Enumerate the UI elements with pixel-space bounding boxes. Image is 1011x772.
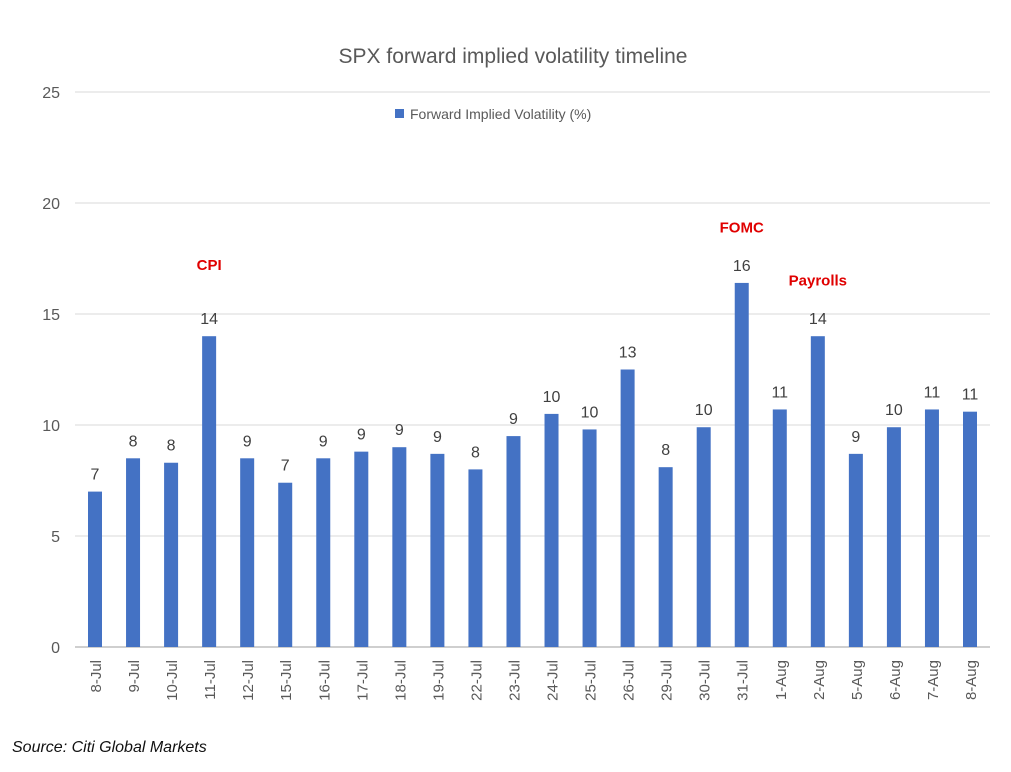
data-label: 10 (695, 402, 713, 419)
bar (202, 336, 217, 647)
x-tick-label: 17-Jul (354, 660, 371, 701)
x-tick-label: 22-Jul (468, 660, 485, 701)
x-tick-label: 25-Jul (583, 660, 600, 701)
data-label: 9 (243, 433, 252, 450)
y-tick-label: 5 (51, 529, 60, 546)
x-tick-label: 12-Jul (240, 660, 257, 701)
bar (963, 411, 977, 647)
data-label: 9 (509, 411, 518, 428)
x-tick-label: 31-Jul (735, 660, 752, 701)
data-label: 16 (733, 258, 751, 275)
annotation-label: Payrolls (789, 273, 847, 290)
data-label: 7 (281, 458, 290, 475)
data-label: 8 (129, 433, 138, 450)
y-tick-label: 20 (42, 196, 60, 213)
y-tick-label: 25 (42, 85, 60, 102)
x-tick-label: 18-Jul (392, 660, 409, 701)
bar (164, 462, 179, 647)
data-label: 9 (851, 429, 860, 446)
data-label: 10 (581, 404, 599, 421)
x-tick-label: 1-Aug (773, 660, 790, 700)
legend-label: Forward Implied Volatility (%) (410, 106, 591, 122)
source-note: Source: Citi Global Markets (12, 739, 207, 756)
data-label: 10 (885, 402, 903, 419)
bar (392, 447, 407, 647)
bar (848, 453, 863, 647)
bar (430, 453, 445, 647)
data-label: 8 (471, 444, 480, 461)
x-tick-label: 30-Jul (697, 660, 714, 701)
x-tick-label: 23-Jul (506, 660, 523, 701)
bar (544, 413, 559, 647)
bar (734, 282, 749, 647)
bar (582, 429, 597, 647)
legend-swatch (395, 109, 404, 118)
bar (810, 336, 825, 647)
data-label: 11 (924, 384, 941, 401)
bar (278, 482, 293, 647)
x-tick-label: 24-Jul (545, 660, 562, 701)
y-tick-label: 15 (42, 307, 60, 324)
x-tick-label: 2-Aug (811, 660, 828, 700)
data-label: 9 (357, 427, 366, 444)
bar (126, 458, 141, 647)
bar (772, 409, 787, 647)
x-tick-label: 5-Aug (849, 660, 866, 700)
bar (354, 451, 369, 647)
data-label: 9 (433, 429, 442, 446)
data-label: 8 (167, 438, 176, 455)
x-tick-label: 11-Jul (202, 660, 219, 700)
bar (696, 427, 711, 647)
x-tick-label: 8-Jul (88, 660, 105, 693)
bar (240, 458, 255, 647)
bar (88, 491, 102, 647)
x-tick-label: 16-Jul (316, 660, 333, 701)
bar (620, 369, 635, 647)
x-tick-label: 9-Jul (126, 660, 143, 693)
legend: Forward Implied Volatility (%) (395, 106, 591, 122)
data-label: 9 (395, 422, 404, 439)
data-label: 14 (200, 311, 218, 328)
bar (506, 436, 521, 647)
data-label: 8 (661, 442, 670, 459)
bar (468, 469, 483, 647)
x-tick-label: 8-Aug (963, 660, 980, 700)
chart-title: SPX forward implied volatility timeline (339, 45, 688, 68)
bar (316, 458, 331, 647)
data-label: 10 (543, 389, 561, 406)
x-tick-label: 26-Jul (621, 660, 638, 701)
data-label: 14 (809, 311, 827, 328)
x-tick-label: 7-Aug (925, 660, 942, 700)
bar (924, 409, 939, 647)
y-tick-label: 0 (51, 640, 60, 657)
data-label: 11 (962, 387, 979, 404)
bar (886, 427, 901, 647)
annotation-label: FOMC (720, 219, 764, 236)
data-label: 11 (771, 384, 788, 401)
x-tick-label: 6-Aug (887, 660, 904, 700)
data-label: 7 (91, 467, 100, 484)
data-label: 9 (319, 433, 328, 450)
data-label: 13 (619, 345, 637, 362)
x-tick-label: 10-Jul (164, 660, 181, 701)
x-tick-label: 15-Jul (278, 660, 295, 701)
bar (658, 467, 673, 647)
x-tick-label: 19-Jul (430, 660, 447, 701)
annotation-label: CPI (197, 257, 222, 274)
y-tick-label: 10 (42, 418, 60, 435)
x-tick-label: 29-Jul (659, 660, 676, 701)
